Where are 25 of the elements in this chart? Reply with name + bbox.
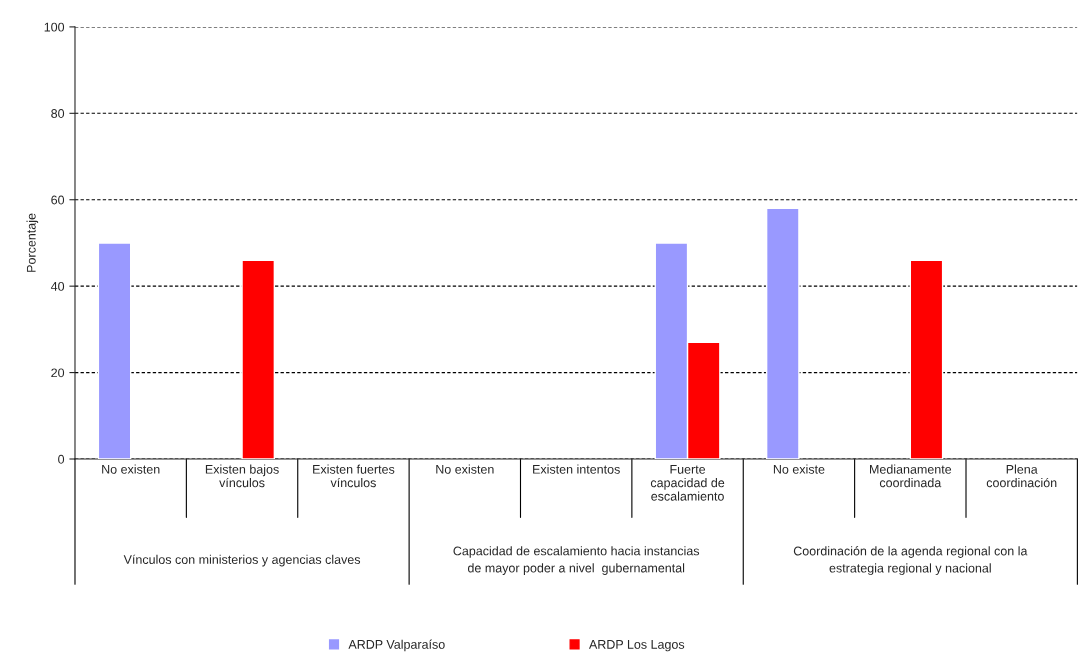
- text: Capacidad de escalamiento hacia instancias de mayor poder a nivel gubernamental: [453, 546, 700, 575]
- x-tick-label: Plena coordinación: [986, 464, 1057, 488]
- y-tick-label: 100: [44, 22, 65, 32]
- x-tick-label: Fuerte capacidad de escalamiento: [650, 465, 725, 501]
- x-tick-label: No existen: [436, 464, 494, 474]
- y-tick-label: 60: [51, 195, 65, 205]
- bar: [97, 242, 132, 459]
- y-tick-label: 0: [58, 454, 65, 464]
- x-tick-label: No existen: [102, 464, 160, 474]
- x-tick-label: Medianamente coordinada: [870, 464, 952, 488]
- legend-label: ARDP Los Lagos: [588, 640, 685, 652]
- x-tick-label: Existen bajos vínculos: [205, 464, 279, 488]
- y-tick-label: 20: [51, 368, 65, 378]
- bar: [909, 259, 944, 459]
- bar: [241, 259, 276, 459]
- y-tick-label: 80: [51, 109, 65, 118]
- legend-label: ARDP Valparaíso: [348, 639, 445, 652]
- bar: [765, 207, 800, 459]
- x-tick-label: Existen intentos: [533, 464, 620, 474]
- text: Coordinación de la agenda regional con la estrategia regional y nacional: [793, 546, 1028, 575]
- x-tick-label: Existen fuertes vínculos: [313, 464, 395, 488]
- y-tick-label: 40: [50, 281, 65, 291]
- text: Vínculos con ministerios y agencias claves: [123, 554, 361, 567]
- x-tick-label: No existe: [773, 464, 825, 474]
- y-axis-title: Porcentaje: [26, 213, 39, 272]
